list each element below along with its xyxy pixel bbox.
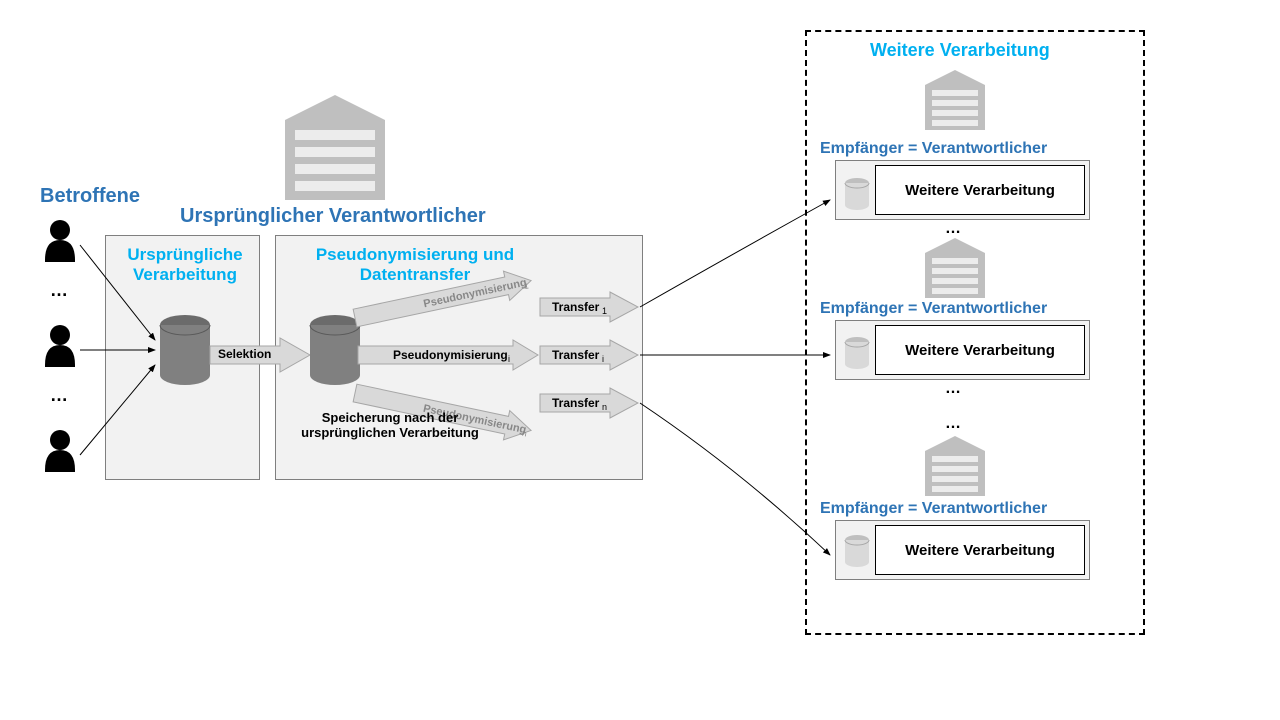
svg-text:Transfer: Transfer bbox=[552, 396, 600, 410]
svg-text:Transfer: Transfer bbox=[552, 348, 600, 362]
weitere-verarbeitung-box-1: Weitere Verarbeitung bbox=[875, 165, 1085, 215]
empfanger-1-label: Empfänger = Verantwortlicher bbox=[820, 140, 1047, 158]
weitere-verarbeitung-box-3: Weitere Verarbeitung bbox=[875, 525, 1085, 575]
empfanger-3-label: Empfänger = Verantwortlicher bbox=[820, 500, 1047, 518]
ellipsis-1: … bbox=[50, 280, 68, 301]
speicherung-label: Speicherung nach der ursprünglichen Vera… bbox=[295, 410, 485, 440]
ursprungliche-verarbeitung-label: Ursprüngliche Verarbeitung bbox=[115, 245, 255, 285]
svg-text:n: n bbox=[602, 402, 607, 412]
weitere-verarbeitung-box-3-text: Weitere Verarbeitung bbox=[905, 542, 1055, 559]
weitere-verarbeitung-box-2: Weitere Verarbeitung bbox=[875, 325, 1085, 375]
ellipsis-r2b: … bbox=[945, 415, 961, 433]
svg-text:i: i bbox=[602, 354, 604, 364]
svg-text:Pseudonymisierung: Pseudonymisierung bbox=[393, 348, 508, 362]
empfanger-2-label: Empfänger = Verantwortlicher bbox=[820, 300, 1047, 318]
ursprunglicher-verantwortlicher-label: Ursprünglicher Verantwortlicher bbox=[180, 205, 486, 228]
selektion-label: Selektion bbox=[218, 347, 271, 361]
ellipsis-2: … bbox=[50, 385, 68, 406]
betroffene-label: Betroffene bbox=[40, 185, 140, 208]
svg-text:n: n bbox=[521, 429, 527, 439]
ellipsis-r1: … bbox=[945, 220, 961, 238]
ellipsis-r2: … bbox=[945, 380, 961, 398]
weitere-verarbeitung-box-2-text: Weitere Verarbeitung bbox=[905, 342, 1055, 359]
svg-text:i: i bbox=[508, 354, 510, 364]
svg-text:Transfer: Transfer bbox=[552, 300, 600, 314]
weitere-verarbeitung-title: Weitere Verarbeitung bbox=[870, 40, 1050, 61]
weitere-verarbeitung-box-1-text: Weitere Verarbeitung bbox=[905, 182, 1055, 199]
pseudonymisierung-text: Pseudonymisierung und Datentransfer bbox=[316, 245, 514, 284]
pseudonymisierung-label: Pseudonymisierung und Datentransfer bbox=[295, 245, 535, 285]
svg-text:1: 1 bbox=[602, 306, 607, 316]
ursprungliche-verarbeitung-text: Ursprüngliche Verarbeitung bbox=[127, 245, 242, 284]
